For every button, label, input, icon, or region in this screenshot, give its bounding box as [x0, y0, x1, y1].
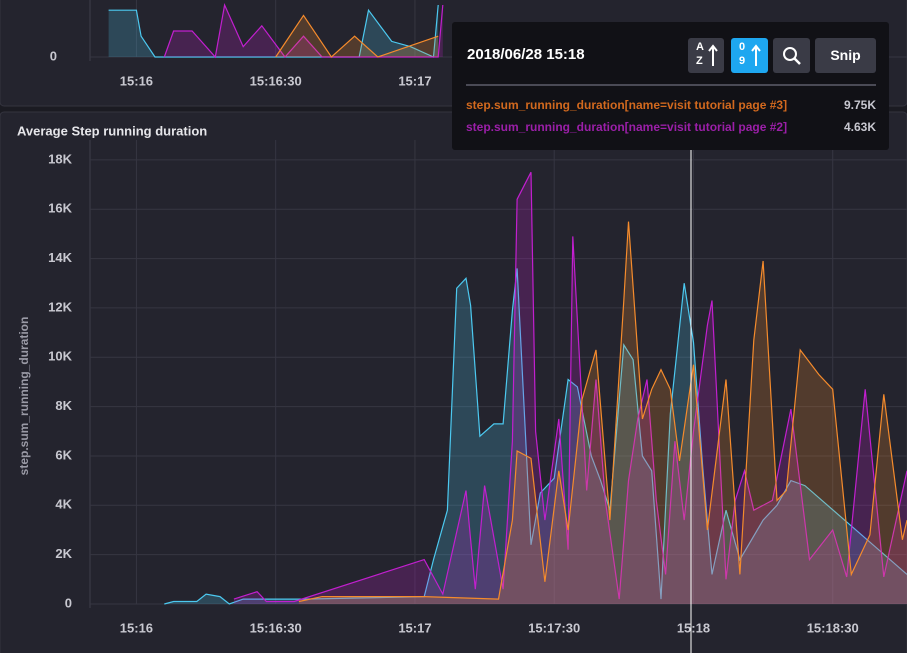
- series-area: [164, 268, 907, 604]
- sort-alpha-a: A: [696, 41, 704, 53]
- series-area: [275, 15, 439, 57]
- tooltip-item: step.sum_running_duration[name=visit tut…: [466, 98, 876, 112]
- x-tick-label: 15:17: [398, 620, 431, 635]
- series-area: [164, 5, 443, 57]
- y-tick-label: 6K: [55, 447, 72, 462]
- tooltip-item-value: 4.63K: [843, 120, 876, 134]
- y-tick-label: 8K: [55, 398, 72, 413]
- plot-layer: 15:16 15:16:30 15:17 0 15:16 15:16:30 15:17 15:…: [48, 0, 907, 635]
- search-icon: [783, 47, 801, 65]
- x-tick-label: 15:16: [120, 620, 153, 635]
- y-axis-label: step.sum_running_duration: [17, 317, 31, 476]
- search-button[interactable]: [773, 38, 810, 73]
- series-area: [233, 172, 907, 604]
- series-line: [298, 221, 907, 603]
- x-tick-label: 15:16:30: [250, 620, 302, 635]
- tooltip-item: step.sum_running_duration[name=visit tut…: [466, 120, 876, 134]
- sort-num-9: 9: [739, 55, 746, 67]
- y-tick-label: 16K: [48, 201, 72, 216]
- tooltip-divider: [466, 84, 876, 86]
- series-area: [298, 221, 907, 604]
- sort-num-button[interactable]: 0 9: [731, 38, 768, 73]
- arrow-icon: [751, 44, 761, 66]
- y-tick-label: 4K: [55, 497, 72, 512]
- series-line: [233, 171, 907, 603]
- tooltip: 2018/06/28 15:18 A Z 0 9 Snip step.sum_r…: [452, 22, 889, 150]
- tooltip-item-name: step.sum_running_duration[name=visit tut…: [466, 120, 788, 134]
- x-tick-label: 15:18: [677, 620, 710, 635]
- arrow-icon: [708, 44, 718, 66]
- x-tick-label: 15:16:30: [250, 73, 302, 88]
- y-tick-label: 12K: [48, 299, 72, 314]
- panel-title: Average Step running duration: [17, 123, 207, 138]
- y-tick-label: 0: [50, 48, 57, 63]
- series-line: [164, 268, 907, 605]
- x-tick-label: 15:17:30: [528, 620, 580, 635]
- y-tick-label: 18K: [48, 151, 72, 166]
- series-area: [108, 5, 439, 57]
- y-tick-label: 2K: [55, 546, 72, 561]
- sort-alpha-z: Z: [696, 55, 703, 67]
- y-tick-label: 0: [65, 595, 72, 610]
- series-line: [275, 14, 439, 58]
- x-tick-label: 15:17: [398, 73, 431, 88]
- tooltip-item-name: step.sum_running_duration[name=visit tut…: [466, 98, 788, 112]
- sort-num-0: 0: [739, 41, 746, 53]
- tooltip-item-value: 9.75K: [843, 98, 876, 112]
- series-line: [163, 2, 444, 59]
- x-tick-label: 15:18:30: [807, 620, 859, 635]
- y-tick-label: 14K: [48, 250, 72, 265]
- tooltip-time: 2018/06/28 15:18: [467, 46, 585, 63]
- y-tick-label: 10K: [48, 349, 72, 364]
- sort-alpha-button[interactable]: A Z: [688, 38, 724, 73]
- snip-button[interactable]: Snip: [815, 38, 876, 73]
- x-tick-label: 15:16: [120, 73, 153, 88]
